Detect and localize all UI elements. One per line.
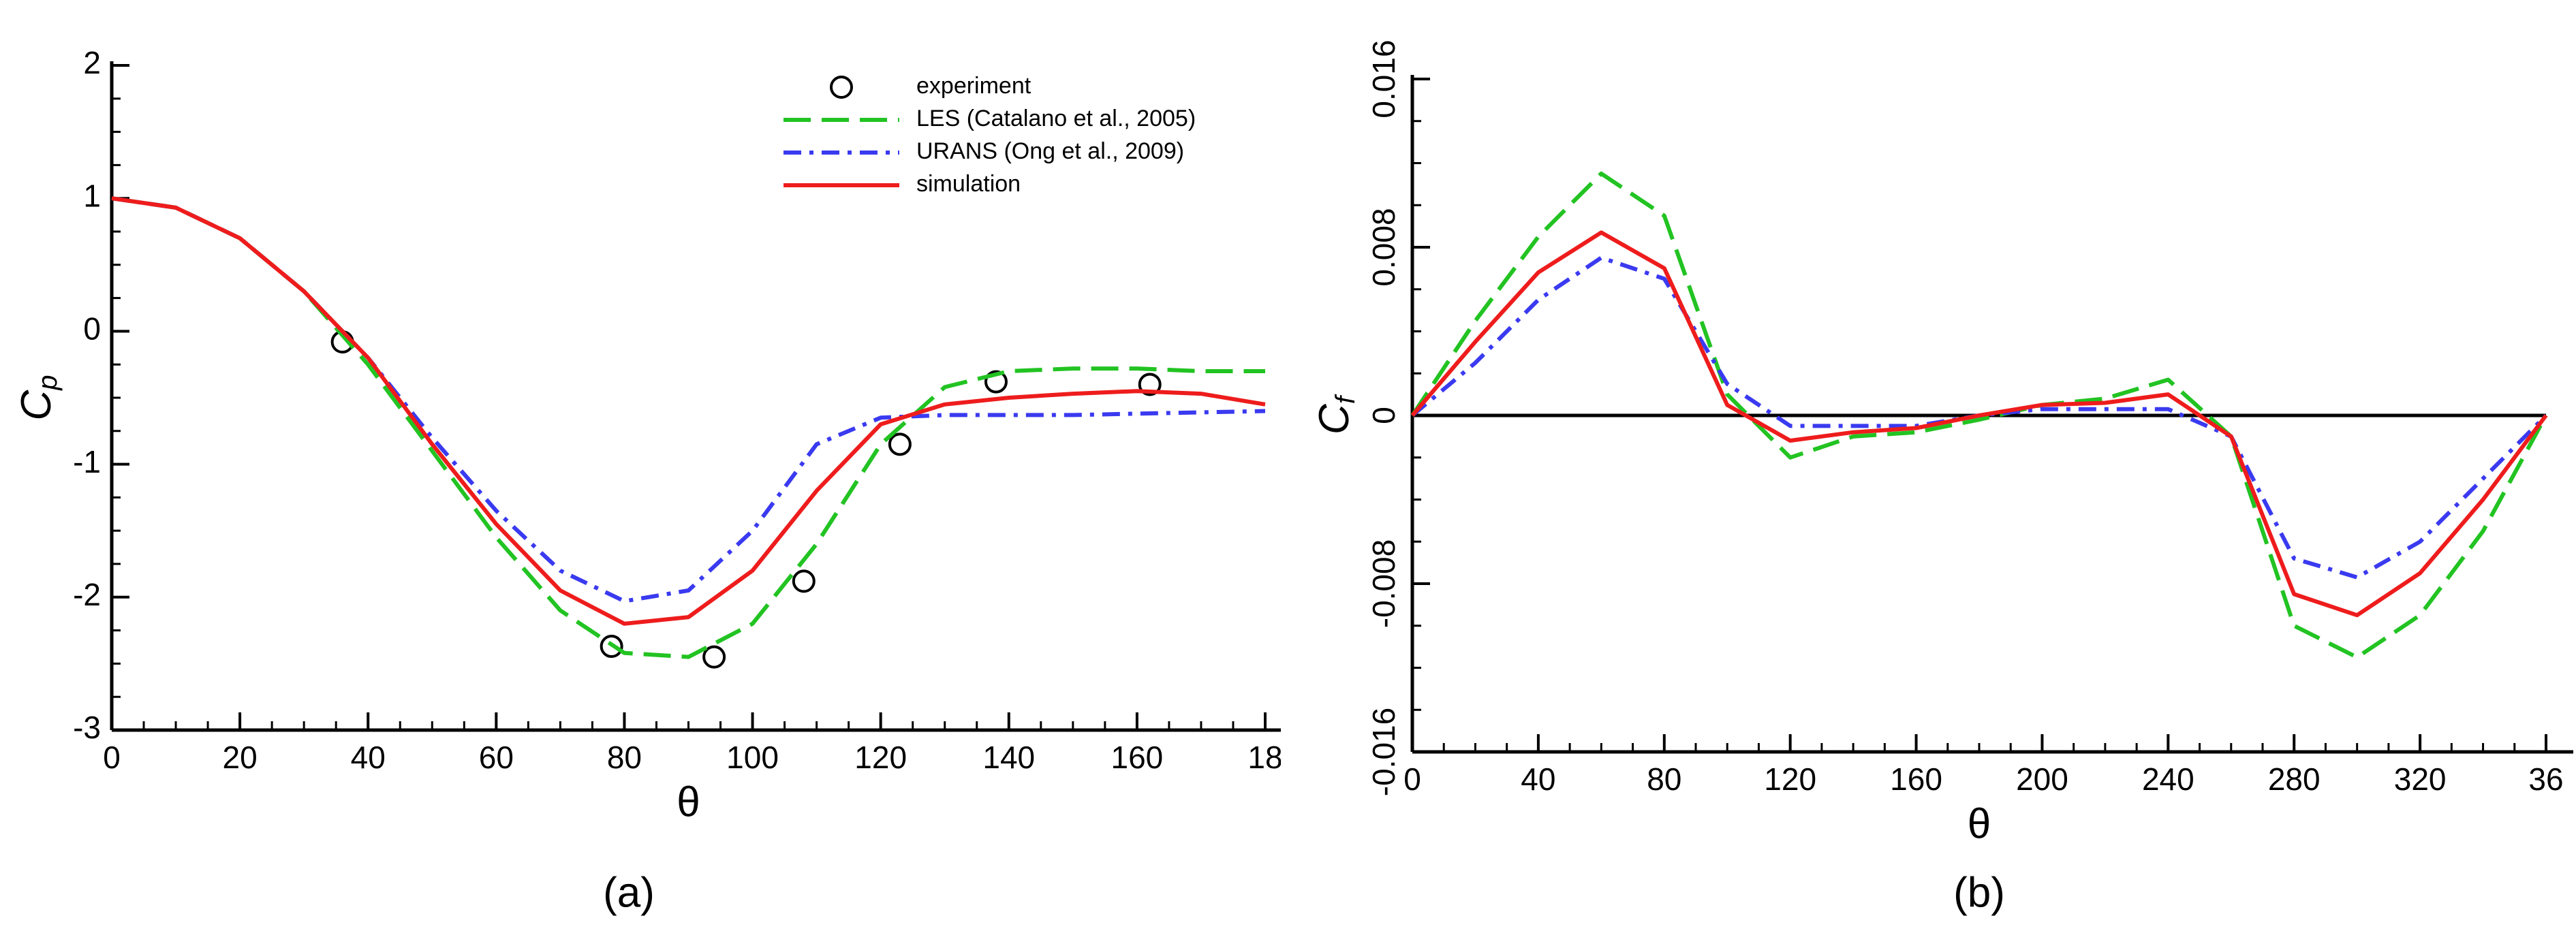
marker [888,432,912,456]
panel: 0 40 80 120 160 200 240 280 320 36 -0.016 -0.008 0 0.… [1311,40,2573,847]
x-tick-label: 140 [982,740,1035,775]
y-tick-label: -1 [73,444,101,479]
y-tick-label: 1 [83,178,101,213]
marker [1138,373,1162,396]
panel: 0 20 40 60 80 100 120 140 160 18 -3 -2 -1 0 1 2 θ Cp exper… [13,45,1282,825]
y-axis-title: Cf [1311,394,1360,435]
x-tick-label: 40 [351,740,386,775]
x-tick-label: 160 [1111,740,1164,775]
y-tick-label: 0.008 [1366,208,1401,286]
x-tick-label: 0 [1403,761,1421,797]
y-tick-label: 2 [83,45,101,80]
x-tick-label: 100 [726,740,779,775]
marker [792,569,816,593]
x-tick-label: 80 [1647,761,1681,797]
legend-label: simulation [916,171,1021,197]
marker [600,635,623,659]
x-tick-label: 80 [607,740,642,775]
y-tick-label: 0.016 [1366,40,1401,118]
x-tick-label: 280 [2268,761,2321,797]
y-axis-title-main: C [1311,403,1358,435]
series-line [111,196,1266,626]
y-tick-label: 0 [83,311,101,347]
series-line [111,196,1265,659]
x-tick-label: 120 [1764,761,1816,797]
y-axis-title-sub: f [1331,394,1361,404]
x-tick-label: 40 [1521,761,1555,797]
y-tick-label: -0.016 [1366,708,1401,796]
x-tick-label: 120 [854,740,907,775]
panel-caption: (a) [603,869,655,916]
x-axis-title: θ [677,778,700,825]
series-line [1410,171,2548,660]
legend-label: URANS (Ong et al., 2009) [916,138,1184,164]
y-tick-label: -3 [73,710,101,745]
x-tick-label: 200 [2016,761,2068,797]
x-tick-label: 18 [1247,740,1282,775]
x-tick-label: 0 [103,740,121,775]
y-tick-label: 0 [1366,407,1401,424]
marker [702,645,726,669]
y-axis-title-main: C [13,390,60,421]
y-axis-title-sub: p [33,375,63,390]
x-axis-title: θ [1968,800,1991,847]
marker [984,370,1008,394]
x-tick-label: 60 [479,740,514,775]
series-line [1410,230,2548,618]
x-tick-label: 320 [2394,761,2447,797]
x-tick-label: 36 [2528,761,2563,797]
y-tick-label: -2 [73,577,101,612]
legend-marker [830,76,853,99]
x-tick-label: 20 [223,740,258,775]
legend-label: LES (Catalano et al., 2005) [916,106,1196,131]
series-line [111,196,1266,603]
panel-caption: (b) [1953,869,2005,916]
x-tick-label: 160 [1890,761,1942,797]
y-axis-title: Cp [13,375,62,420]
legend-label: experiment [916,73,1031,99]
y-tick-label: -0.008 [1366,539,1401,628]
x-tick-label: 240 [2142,761,2194,797]
